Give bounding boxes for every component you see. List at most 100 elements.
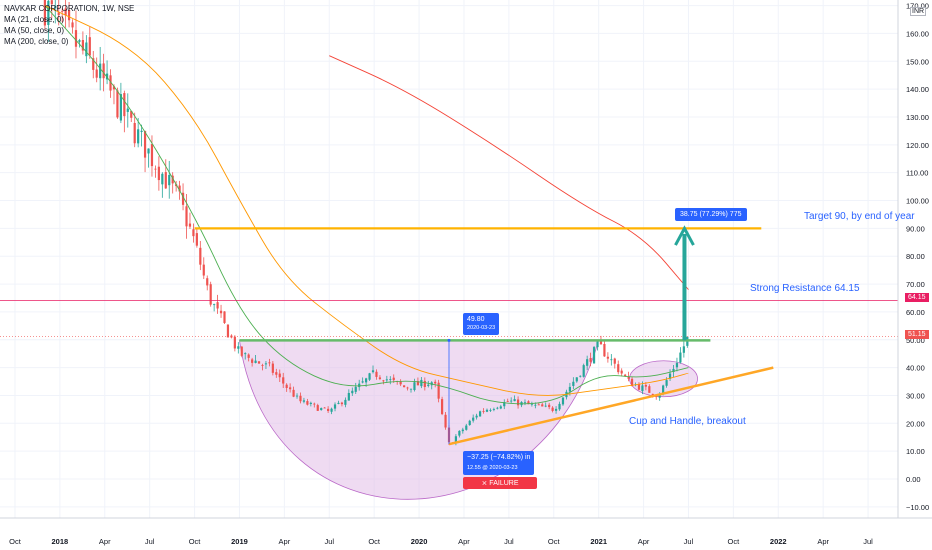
candle-body [268,362,271,364]
candle-body [316,405,319,411]
candle-body [43,0,46,26]
peak-label[interactable]: 49.80 2020-03-23 [463,313,500,335]
candle-body [478,411,482,417]
time-axis[interactable]: Oct 2018 Apr Jul Oct 2019 Apr Jul Oct 2020 Apr Jul O… [0,517,932,550]
y-tick-label: 110.00 [906,169,928,178]
y-tick-label: 170.00 [906,2,929,11]
candle-body [468,420,471,425]
candle-body [219,310,223,314]
candle-body [213,304,216,306]
y-tick-label: −10.00 [906,503,929,512]
candle-body [264,363,268,365]
candle-body [627,376,630,379]
x-tick-label: 2020 [411,537,428,546]
candle-body [95,69,98,78]
candle-body [109,75,112,91]
candle-body [554,408,558,411]
candle-body [361,381,364,383]
candle-body [499,406,502,409]
legend-ma21[interactable]: MA (21, close, 0) [4,15,65,24]
y-tick-label: 130.00 [906,113,929,122]
target-annotation[interactable]: Target 90, by end of year [804,211,915,222]
ma-line-0 [44,5,689,405]
x-tick-label: Oct [548,537,561,546]
drop-label[interactable]: −37.25 (−74.82%) in 12.55 @ 2020-03-23 [463,451,535,475]
candle-body [195,233,198,246]
candle-body [648,386,651,393]
candle-body [254,360,257,363]
candle-body [416,381,420,386]
candle-body [589,358,592,362]
candle-body [454,436,458,443]
y-tick-label: 20.00 [906,419,925,428]
candle-body [306,401,309,405]
candle-body [389,379,392,380]
legend-symbol[interactable]: NAVKAR CORPORATION, 1W, NSE [4,4,135,13]
measure-up-label[interactable]: 38.75 (77.29%) 775 [675,208,747,221]
candle-body [620,370,623,374]
candle-body [423,380,426,388]
candle-body [406,387,409,389]
candle-body [282,377,285,384]
y-tick-label: 70.00 [906,280,925,289]
candle-body [147,148,150,154]
candle-body [164,172,167,189]
candle-body [606,356,609,359]
y-tick-label: 120.00 [906,141,929,150]
candle-body [637,384,641,390]
candle-body [71,22,74,28]
candle-body [444,414,447,428]
candle-body [682,346,685,353]
x-tick-label: Oct [9,537,22,546]
candle-body [368,373,371,380]
drawings[interactable] [0,225,898,446]
y-tick-label: 160.00 [906,29,929,38]
candle-body [161,173,164,185]
candle-body [482,411,485,412]
candle-body [668,373,672,379]
y-tick-label: 140.00 [906,85,929,94]
candle-body [551,407,554,411]
candle-body [489,409,492,411]
candle-body [503,402,506,407]
y-tick-label: 90.00 [906,224,925,233]
candle-body [209,284,212,305]
candle-body [289,387,292,390]
y-tick-label: 0.00 [906,475,921,484]
candle-body [143,130,147,158]
candle-body [340,402,344,405]
pattern-annotation[interactable]: Cup and Handle, breakout [629,416,746,427]
failure-badge[interactable]: ⨯ FAILURE [463,477,537,489]
candle-body [123,93,126,117]
candle-body [337,402,340,404]
candle-body [409,388,413,390]
candle-body [140,130,143,132]
candle-body [137,129,140,144]
candle-body [513,399,516,402]
candle-body [347,392,350,401]
y-tick-label: 150.00 [906,57,929,66]
resistance-annotation[interactable]: Strong Resistance 64.15 [750,283,860,294]
candle-body [271,363,274,373]
candle-body [641,385,644,392]
candle-body [617,364,620,373]
legend-ma200[interactable]: MA (200, close, 0) [4,37,69,46]
candle-body [226,324,230,338]
candle-body [130,110,133,118]
candle-body [541,404,544,407]
x-tick-label: Jul [684,537,694,546]
candle-body [247,354,250,358]
legend-ma50[interactable]: MA (50, close, 0) [4,26,65,35]
ma-line-1 [44,5,689,396]
candle-body [154,168,157,170]
candle-body [527,401,530,405]
candle-body [582,365,585,377]
chart-legend: NAVKAR CORPORATION, 1W, NSE MA (21, clos… [4,3,134,47]
x-tick-label: Apr [279,537,291,546]
price-axis[interactable]: 170.00 160.00 150.00 140.00 130.00 120.00 110.… [897,0,932,550]
candle-body [292,389,295,397]
candle-body [461,429,464,432]
y-tick-label: 30.00 [906,391,925,400]
candle-body [88,37,91,56]
